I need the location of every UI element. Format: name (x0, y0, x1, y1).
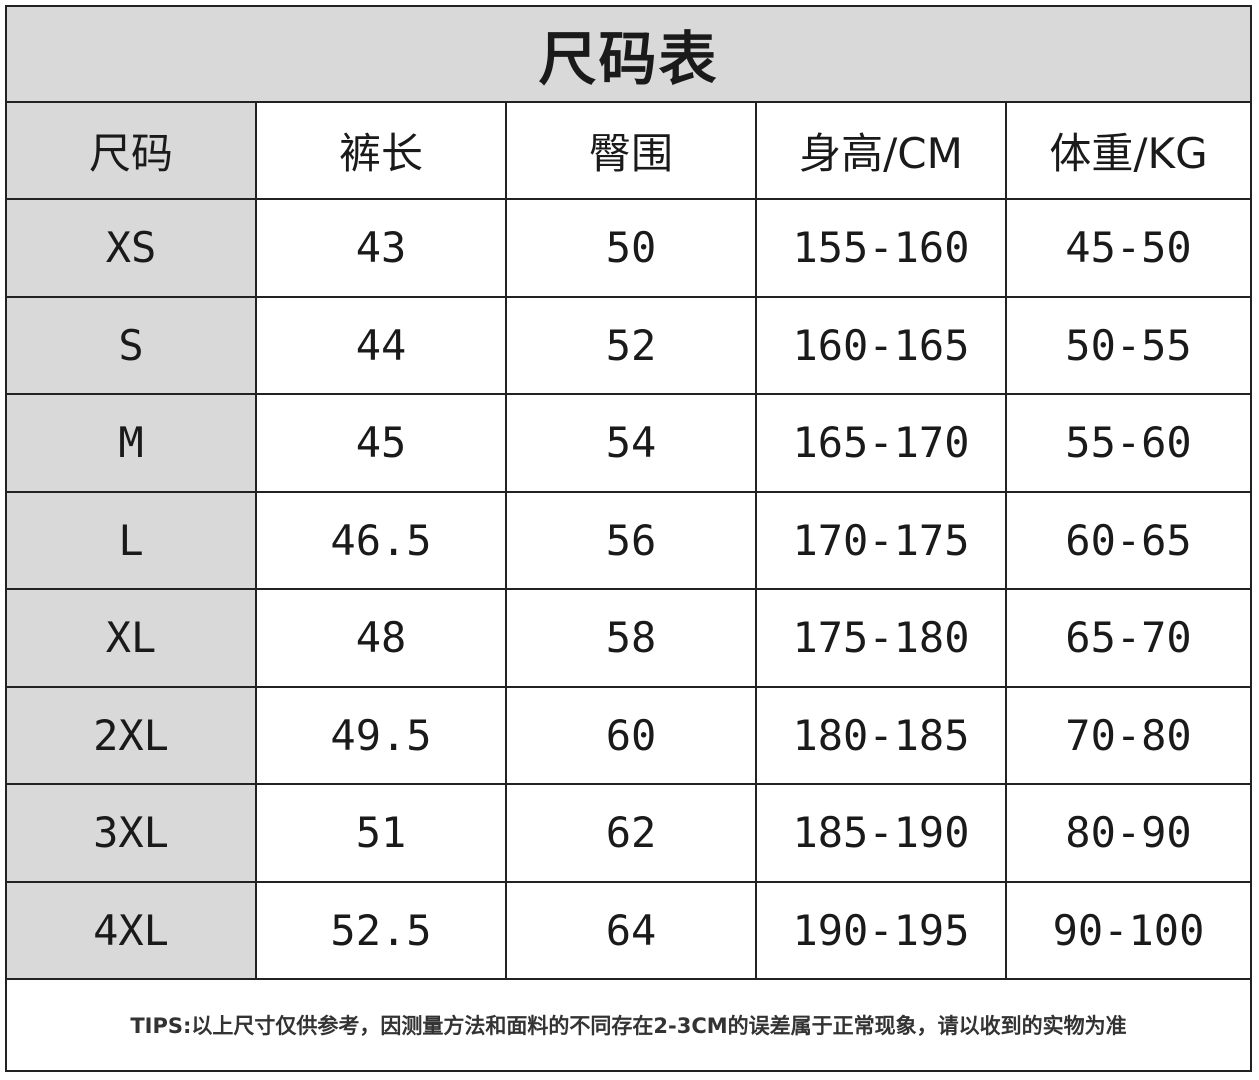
table-cell: 62 (505, 783, 757, 883)
size-label: XL (7, 588, 257, 688)
size-label: M (7, 393, 257, 493)
table-cell: 58 (505, 588, 757, 688)
table-row: L 46.5 56 170-175 60-65 (7, 490, 1250, 590)
table-cell: 49.5 (255, 685, 507, 785)
size-label: 2XL (7, 685, 257, 785)
table-cell: 45-50 (1005, 198, 1250, 298)
table-cell: 56 (505, 490, 757, 590)
table-cell: 60-65 (1005, 490, 1250, 590)
column-header: 身高/CM (755, 101, 1007, 200)
table-cell: 43 (255, 198, 507, 298)
table-cell: 64 (505, 880, 757, 980)
size-label: L (7, 490, 257, 590)
table-row: S 44 52 160-165 50-55 (7, 295, 1250, 395)
table-cell: 55-60 (1005, 393, 1250, 493)
table-cell: 52.5 (255, 880, 507, 980)
table-cell: 45 (255, 393, 507, 493)
table-cell: 160-165 (755, 295, 1007, 395)
size-label: 3XL (7, 783, 257, 883)
header-row: 尺码 裤长 臀围 身高/CM 体重/KG (7, 101, 1250, 200)
table-row: XS 43 50 155-160 45-50 (7, 198, 1250, 298)
chart-title: 尺码表 (7, 7, 1250, 103)
table-row: XL 48 58 175-180 65-70 (7, 588, 1250, 688)
column-header: 尺码 (7, 101, 257, 200)
table-cell: 165-170 (755, 393, 1007, 493)
tips-note: TIPS:以上尺寸仅供参考，因测量方法和面料的不同存在2-3CM的误差属于正常现… (7, 978, 1250, 1070)
table-cell: 180-185 (755, 685, 1007, 785)
table-cell: 54 (505, 393, 757, 493)
table-cell: 170-175 (755, 490, 1007, 590)
table-cell: 50-55 (1005, 295, 1250, 395)
table-cell: 70-80 (1005, 685, 1250, 785)
table-cell: 60 (505, 685, 757, 785)
table-cell: 80-90 (1005, 783, 1250, 883)
table-row: M 45 54 165-170 55-60 (7, 393, 1250, 493)
table-cell: 44 (255, 295, 507, 395)
table-cell: 90-100 (1005, 880, 1250, 980)
table-cell: 51 (255, 783, 507, 883)
table-row: 3XL 51 62 185-190 80-90 (7, 783, 1250, 883)
table-cell: 65-70 (1005, 588, 1250, 688)
column-header: 裤长 (255, 101, 507, 200)
table-cell: 190-195 (755, 880, 1007, 980)
size-label: S (7, 295, 257, 395)
size-chart: 尺码表 尺码 裤长 臀围 身高/CM 体重/KG XS 43 50 155-160 45-50 S… (5, 5, 1252, 1072)
table-cell: 155-160 (755, 198, 1007, 298)
size-label: XS (7, 198, 257, 298)
table-row: 4XL 52.5 64 190-195 90-100 (7, 880, 1250, 980)
table-row: 2XL 49.5 60 180-185 70-80 (7, 685, 1250, 785)
table-cell: 52 (505, 295, 757, 395)
column-header: 臀围 (505, 101, 757, 200)
size-table: 尺码表 尺码 裤长 臀围 身高/CM 体重/KG XS 43 50 155-160 45-50 S… (7, 7, 1250, 1070)
table-cell: 46.5 (255, 490, 507, 590)
table-cell: 50 (505, 198, 757, 298)
size-label: 4XL (7, 880, 257, 980)
table-cell: 175-180 (755, 588, 1007, 688)
table-cell: 48 (255, 588, 507, 688)
table-cell: 185-190 (755, 783, 1007, 883)
column-header: 体重/KG (1005, 101, 1250, 200)
